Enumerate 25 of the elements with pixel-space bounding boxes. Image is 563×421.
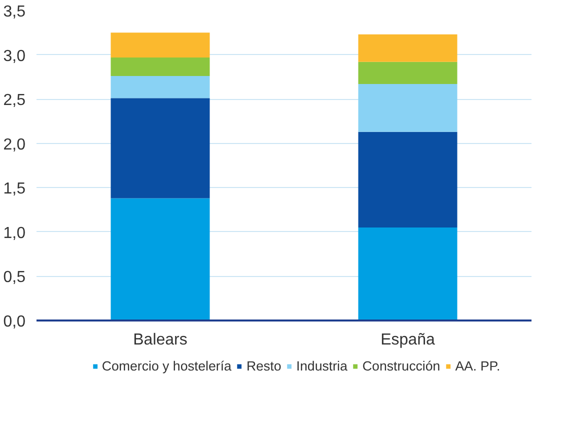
legend-label: Industria <box>296 358 348 374</box>
legend-label: Construcción <box>362 358 440 374</box>
y-tick-label: 0,5 <box>3 269 26 286</box>
y-tick-label: 2,5 <box>3 92 26 110</box>
legend-label: Comercio y hostelería <box>102 358 232 374</box>
x-tick-label: Balears <box>133 332 188 348</box>
bar <box>358 84 458 132</box>
legend-label: Resto <box>246 358 282 374</box>
y-tick-label: 3,0 <box>3 48 26 65</box>
legend-label: AA. PP. <box>455 358 500 374</box>
bar <box>358 62 458 84</box>
bar <box>110 98 210 198</box>
y-tick-label: 2,0 <box>3 136 26 154</box>
bar <box>110 32 210 58</box>
bar <box>110 76 210 98</box>
bar <box>110 198 210 320</box>
bar <box>110 57 210 76</box>
bar <box>358 228 458 320</box>
y-tick-label: 1,5 <box>3 180 26 198</box>
y-tick-label: 1,0 <box>3 224 26 242</box>
x-tick-label: España <box>380 332 435 348</box>
bar <box>358 132 458 228</box>
bar <box>358 34 458 62</box>
y-tick-label: 3,5 <box>3 4 26 20</box>
y-tick-label: 0,0 <box>3 314 26 330</box>
